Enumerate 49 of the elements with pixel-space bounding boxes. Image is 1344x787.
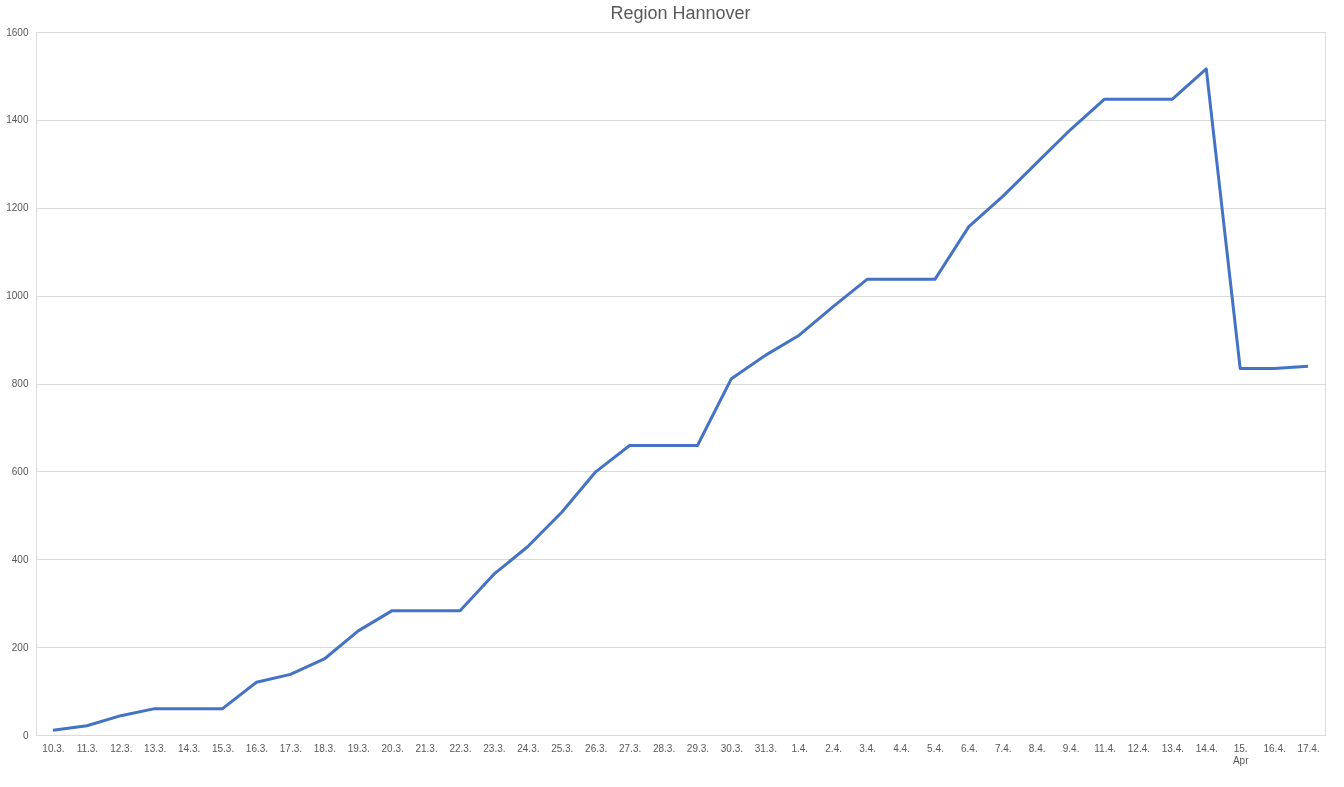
x-tick-label: 28.3. (652, 742, 676, 754)
x-tick-label: 19.3. (347, 742, 370, 754)
x-tick-label: 1.4. (791, 742, 809, 754)
x-tick-label: 13.3. (144, 742, 167, 754)
x-tick-label: 26.3. (585, 742, 608, 754)
x-tick-label: 5.4. (927, 742, 944, 754)
x-tick-label: 18.3. (313, 742, 336, 754)
x-tick-label: 10.3. (42, 742, 65, 754)
x-tick-label: 3.4. (859, 742, 876, 754)
x-tick-label: 9.4. (1062, 742, 1080, 754)
x-tick-label: 17.3. (279, 742, 303, 754)
x-tick-label: 22.3. (449, 742, 472, 754)
x-tick-label: 7.4. (994, 742, 1012, 754)
y-tick-label: 1400 (6, 114, 29, 126)
x-tick-label: 15.3. (211, 742, 235, 754)
x-tick-label: 15. Apr (1232, 742, 1250, 766)
x-tick-label: 30.3. (720, 742, 744, 754)
x-tick-label: 11.3. (76, 742, 99, 754)
y-tick-label: 1000 (6, 290, 29, 302)
x-tick-label: 12.4. (1127, 742, 1151, 754)
x-tick-label: 6.4. (960, 742, 978, 754)
x-tick-label: 8.4. (1028, 742, 1046, 754)
x-tick-label: 14.4. (1195, 742, 1218, 754)
y-tick-label: 200 (11, 641, 29, 653)
x-tick-label: 4.4. (893, 742, 910, 754)
y-tick-label: 800 (11, 378, 29, 389)
line-series (51, 67, 1310, 732)
x-tick-label: 25.3. (551, 742, 574, 754)
x-tick-label: 24.3. (517, 742, 540, 754)
x-tick-label: 16.3. (245, 742, 269, 754)
y-tick-label: 1600 (6, 26, 29, 38)
x-tick-label: 14.3. (178, 742, 201, 754)
x-tick-label: 13.4. (1161, 742, 1184, 754)
x-tick-label: 21.3. (415, 742, 438, 754)
y-tick-label: 1200 (6, 202, 29, 214)
x-tick-label: 17.4. (1297, 742, 1320, 754)
y-tick-label: 600 (11, 465, 29, 477)
y-tick-label: 0 (22, 729, 29, 741)
x-tick-label: 27.3. (618, 742, 642, 754)
x-tick-label: 23.3. (483, 742, 506, 754)
x-tick-label: 11.4. (1094, 742, 1116, 754)
chart-title: Region Hannover (610, 3, 751, 23)
x-tick-label: 31.3. (754, 742, 777, 754)
x-tick-label: 12.3. (110, 742, 133, 754)
x-tick-label: 2.4. (825, 742, 842, 754)
x-tick-label: 20.3. (381, 742, 404, 754)
y-tick-label: 400 (11, 553, 29, 565)
x-tick-label: 16.4. (1263, 742, 1286, 754)
x-tick-label: 29.3. (686, 742, 710, 754)
